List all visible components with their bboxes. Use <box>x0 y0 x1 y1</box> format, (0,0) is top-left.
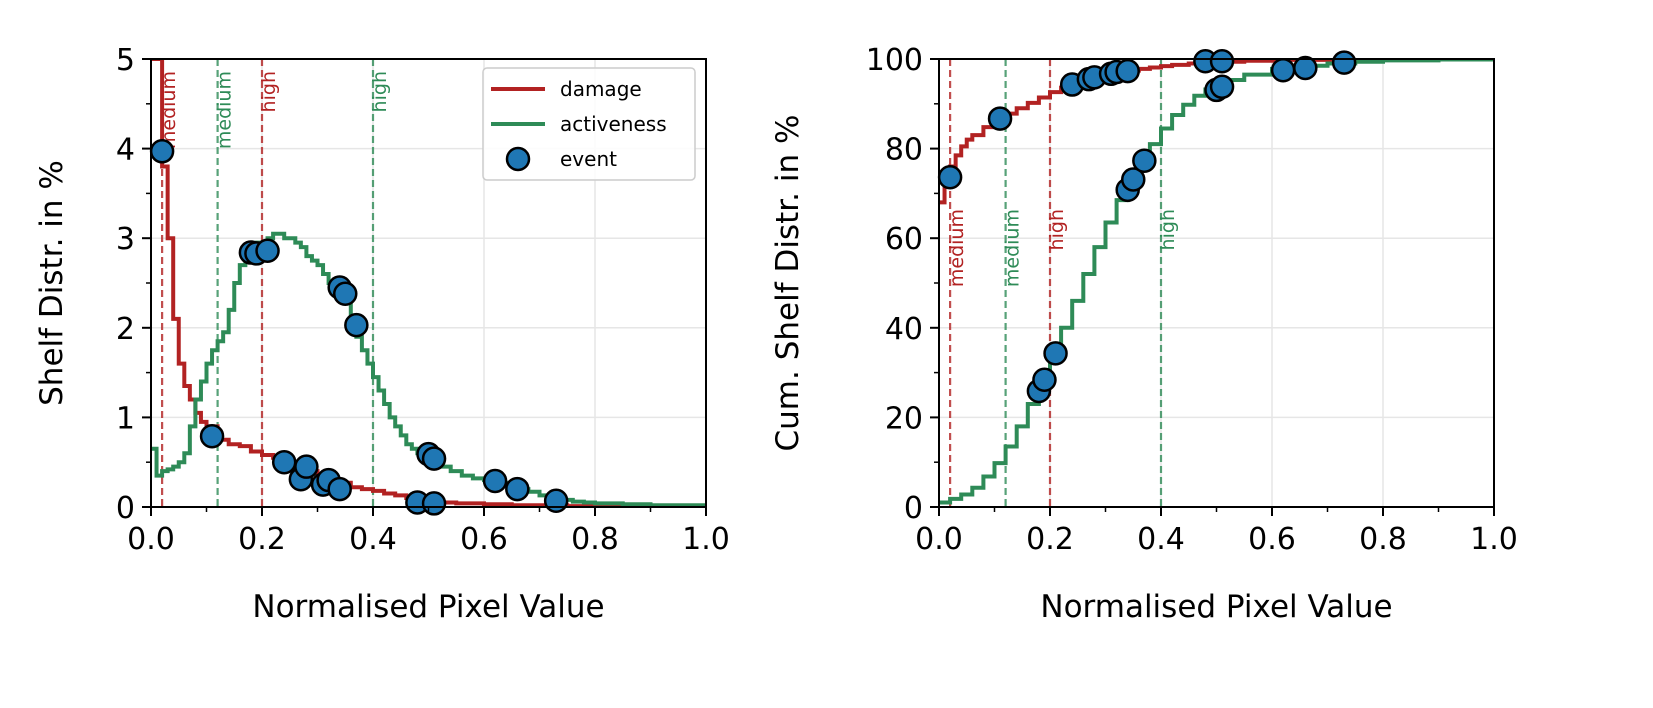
event-point <box>505 476 530 502</box>
threshold-label: medium <box>1002 209 1024 287</box>
x-axis-label: Normalised Pixel Value <box>1040 589 1392 625</box>
y-tick-label: 0 <box>116 491 135 526</box>
event-point <box>1043 341 1068 366</box>
x-tick-label: 0.8 <box>1359 522 1407 557</box>
y-axis-label: Cum. Shelf Distr. in % <box>770 115 806 452</box>
threshold-label: high <box>1046 209 1068 250</box>
y-tick-label: 2 <box>116 312 135 347</box>
legend-label: damage <box>560 77 642 101</box>
legend-label: activeness <box>560 112 667 136</box>
threshold-label: medium <box>214 71 236 149</box>
threshold-label: medium <box>946 209 968 287</box>
event-point <box>421 491 447 516</box>
threshold-label: high <box>1157 209 1179 250</box>
event-point <box>344 312 369 338</box>
threshold-label: medium <box>158 71 180 149</box>
event-point <box>543 488 569 513</box>
event-point <box>149 139 175 164</box>
x-tick-label: 1.0 <box>1470 522 1518 557</box>
chart-left: medium medium high high 0.0 0.2 0.4 0.6 0.8 1.0 0 1… <box>34 43 730 625</box>
x-tick-label: 0.2 <box>238 522 286 557</box>
threshold-label: high <box>258 71 280 112</box>
event-point <box>1115 58 1140 84</box>
x-tick-label: 0.6 <box>1248 522 1296 557</box>
y-tick-label: 5 <box>116 43 135 78</box>
x-axis-label: Normalised Pixel Value <box>252 589 604 625</box>
legend: damage activeness event <box>482 67 696 181</box>
event-point <box>1331 50 1357 75</box>
event-point <box>421 446 447 471</box>
legend-box <box>482 67 696 181</box>
event-point <box>1209 48 1235 74</box>
x-tick-label: 0.0 <box>127 522 175 557</box>
chart-right: medium medium high high 0.0 0.2 0.4 0.6 0.8 1.0 0 2… <box>770 43 1518 625</box>
legend-swatch-event <box>505 146 531 172</box>
x-tick-label: 1.0 <box>682 522 730 557</box>
event-point <box>199 423 225 449</box>
y-tick-label: 20 <box>885 401 923 436</box>
y-tick-label: 80 <box>885 133 923 168</box>
y-tick-label: 40 <box>885 312 923 347</box>
event-point <box>294 454 319 479</box>
y-tick-label: 0 <box>904 491 923 526</box>
event-point <box>1121 167 1146 192</box>
legend-label: event <box>560 147 617 171</box>
x-tick-label: 0.4 <box>349 522 397 557</box>
event-point <box>987 106 1013 131</box>
y-tick-label: 3 <box>116 222 135 257</box>
event-point <box>937 165 963 190</box>
event-point <box>1032 367 1057 393</box>
event-point <box>482 468 508 494</box>
y-tick-label: 60 <box>885 222 923 257</box>
y-axis-label: Shelf Distr. in % <box>34 160 70 406</box>
event-point <box>327 476 352 502</box>
event-point <box>255 238 280 263</box>
event-point <box>1132 148 1157 173</box>
event-point <box>271 449 297 475</box>
x-tick-label: 0.0 <box>915 522 963 557</box>
event-point <box>333 281 358 307</box>
x-tick-label: 0.8 <box>571 522 619 557</box>
event-point <box>1270 57 1296 83</box>
x-tick-label: 0.6 <box>460 522 508 557</box>
y-tick-label: 100 <box>866 43 923 78</box>
x-tick-label: 0.2 <box>1026 522 1074 557</box>
x-tick-label: 0.4 <box>1137 522 1185 557</box>
threshold-label: high <box>369 71 391 112</box>
event-point <box>1293 55 1318 81</box>
y-tick-label: 4 <box>116 133 135 168</box>
event-point <box>1209 74 1235 100</box>
y-tick-label: 1 <box>116 401 135 436</box>
